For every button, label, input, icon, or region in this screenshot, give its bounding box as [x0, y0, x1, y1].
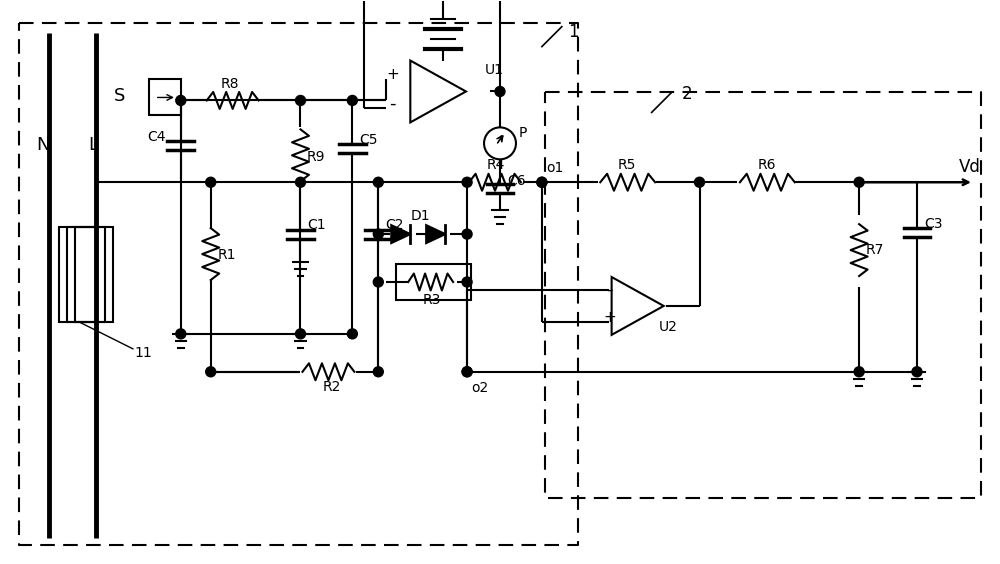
Text: U2: U2 [659, 320, 678, 334]
Text: L: L [88, 136, 98, 155]
Text: C1: C1 [307, 218, 326, 232]
Text: R2: R2 [322, 380, 341, 394]
Text: U1: U1 [485, 63, 504, 77]
Text: R1: R1 [218, 248, 236, 262]
Circle shape [296, 95, 305, 105]
Bar [59, 227, 97, 322]
Circle shape [176, 95, 186, 105]
Circle shape [206, 367, 216, 377]
Text: S: S [114, 87, 125, 105]
Text: R6: R6 [757, 158, 776, 172]
Text: C3: C3 [924, 217, 942, 231]
Text: R8: R8 [221, 77, 239, 91]
Circle shape [373, 177, 383, 187]
Text: C5: C5 [359, 133, 378, 147]
Circle shape [373, 277, 383, 287]
Bar [396, 264, 471, 300]
Circle shape [462, 177, 472, 187]
Text: C4: C4 [147, 130, 165, 144]
Circle shape [176, 329, 186, 339]
Text: R7: R7 [866, 243, 884, 257]
Bar [75, 227, 113, 322]
Text: P: P [519, 126, 527, 140]
Text: C2: C2 [385, 218, 404, 232]
Circle shape [373, 367, 383, 377]
Circle shape [462, 367, 472, 377]
Text: 1: 1 [568, 23, 578, 41]
Circle shape [537, 177, 547, 187]
Circle shape [347, 95, 357, 105]
Text: o1: o1 [546, 161, 563, 175]
Polygon shape [426, 225, 445, 243]
Bar [149, 80, 181, 116]
Polygon shape [391, 225, 410, 243]
Circle shape [854, 367, 864, 377]
Circle shape [537, 177, 547, 187]
Circle shape [296, 329, 305, 339]
Circle shape [495, 86, 505, 96]
Text: +: + [603, 310, 616, 325]
Text: R5: R5 [618, 158, 636, 172]
Text: R9: R9 [306, 150, 325, 164]
Text: 11: 11 [135, 346, 153, 360]
Circle shape [347, 329, 357, 339]
Text: -: - [606, 281, 613, 299]
Text: R4: R4 [487, 158, 505, 172]
Text: -: - [389, 94, 396, 112]
Circle shape [462, 229, 472, 239]
Text: +: + [386, 68, 399, 82]
Circle shape [695, 177, 704, 187]
Text: R3: R3 [423, 293, 441, 307]
Circle shape [462, 367, 472, 377]
Text: C6: C6 [507, 174, 526, 188]
Text: D1: D1 [411, 209, 430, 223]
Circle shape [296, 177, 305, 187]
Circle shape [373, 229, 383, 239]
Circle shape [912, 367, 922, 377]
Circle shape [206, 177, 216, 187]
Bar [67, 227, 105, 322]
Text: Vd: Vd [959, 158, 981, 177]
Circle shape [462, 277, 472, 287]
Circle shape [854, 177, 864, 187]
Text: N: N [36, 136, 50, 155]
Text: o2: o2 [471, 381, 488, 395]
Text: 2: 2 [682, 86, 692, 103]
